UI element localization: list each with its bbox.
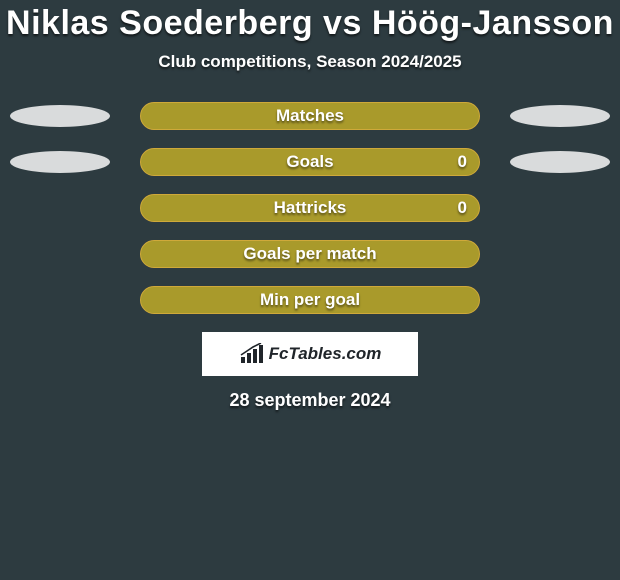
date-label: 28 september 2024: [0, 390, 620, 411]
player-left-badge: [10, 151, 110, 173]
stat-bar: Goals per match: [140, 240, 480, 268]
comparison-rows: Matches Goals 0 Hattricks 0 Goals per match Mi…: [0, 102, 620, 314]
stat-value-right: 0: [458, 198, 467, 218]
bar-chart-icon: [239, 343, 265, 365]
player-right-badge: [510, 105, 610, 127]
subtitle: Club competitions, Season 2024/2025: [0, 52, 620, 72]
stat-bar: Min per goal: [140, 286, 480, 314]
page-title: Niklas Soederberg vs Höög-Jansson: [0, 6, 620, 42]
player-right-badge: [510, 151, 610, 173]
stat-bar: Hattricks 0: [140, 194, 480, 222]
stat-value-right: 0: [458, 152, 467, 172]
comparison-row: Hattricks 0: [0, 194, 620, 222]
stat-label: Matches: [276, 106, 344, 126]
comparison-row: Min per goal: [0, 286, 620, 314]
stat-label: Hattricks: [274, 198, 347, 218]
player-left-badge: [10, 105, 110, 127]
comparison-row: Goals 0: [0, 148, 620, 176]
content: Niklas Soederberg vs Höög-Jansson Club c…: [0, 0, 620, 411]
stat-bar: Matches: [140, 102, 480, 130]
stat-label: Min per goal: [260, 290, 360, 310]
comparison-row: Goals per match: [0, 240, 620, 268]
stat-bar: Goals 0: [140, 148, 480, 176]
comparison-row: Matches: [0, 102, 620, 130]
stat-label: Goals per match: [243, 244, 376, 264]
logo-box: FcTables.com: [202, 332, 418, 376]
stat-label: Goals: [286, 152, 333, 172]
logo-text: FcTables.com: [269, 344, 382, 364]
